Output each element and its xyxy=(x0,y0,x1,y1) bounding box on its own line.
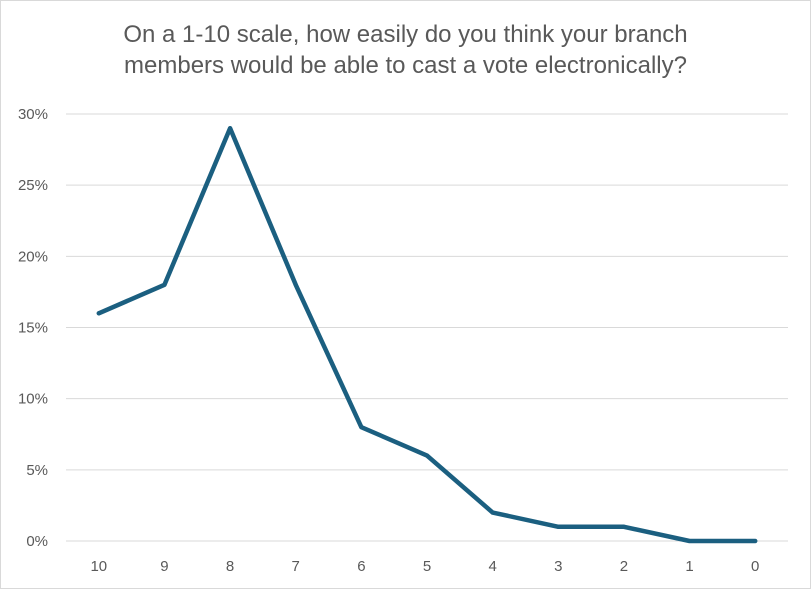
x-tick-label: 0 xyxy=(751,558,759,575)
x-tick-label: 10 xyxy=(90,558,107,575)
chart-title-line-2: members would be able to cast a vote ele… xyxy=(124,52,687,79)
y-axis-tick-labels: 0% 5% 10% 15% 20% 25% 30% xyxy=(18,106,48,550)
y-tick-label: 5% xyxy=(26,462,48,479)
x-tick-label: 1 xyxy=(685,558,693,575)
y-tick-label: 0% xyxy=(26,533,48,550)
series-line xyxy=(96,125,758,544)
data-point xyxy=(162,282,167,287)
x-tick-label: 4 xyxy=(488,558,496,575)
y-tick-label: 20% xyxy=(18,248,48,265)
gridlines xyxy=(66,113,788,542)
data-point xyxy=(425,453,429,458)
data-point xyxy=(753,539,758,543)
x-axis-tick-labels: 10 9 8 7 6 5 4 3 2 1 0 xyxy=(90,558,759,575)
data-point xyxy=(359,425,364,430)
y-tick-label: 10% xyxy=(18,391,48,408)
chart-title: On a 1-10 scale, how easily do you think… xyxy=(1,19,810,81)
data-point xyxy=(556,524,561,529)
y-tick-label: 30% xyxy=(18,106,48,123)
data-point xyxy=(621,524,626,529)
data-point xyxy=(96,311,101,316)
chart-title-line-1: On a 1-10 scale, how easily do you think… xyxy=(123,21,688,48)
y-tick-label: 15% xyxy=(18,320,48,337)
x-tick-label: 7 xyxy=(292,558,300,575)
x-tick-label: 3 xyxy=(554,558,562,575)
series-layer xyxy=(96,125,758,544)
x-tick-label: 8 xyxy=(226,558,234,575)
x-tick-label: 9 xyxy=(160,558,168,575)
x-tick-label: 2 xyxy=(620,558,628,575)
data-point xyxy=(228,126,233,131)
y-tick-label: 25% xyxy=(18,177,48,194)
data-point xyxy=(687,539,692,543)
data-point xyxy=(293,282,298,287)
x-tick-label: 5 xyxy=(423,558,431,575)
x-tick-label: 6 xyxy=(357,558,365,575)
data-point xyxy=(490,510,495,515)
